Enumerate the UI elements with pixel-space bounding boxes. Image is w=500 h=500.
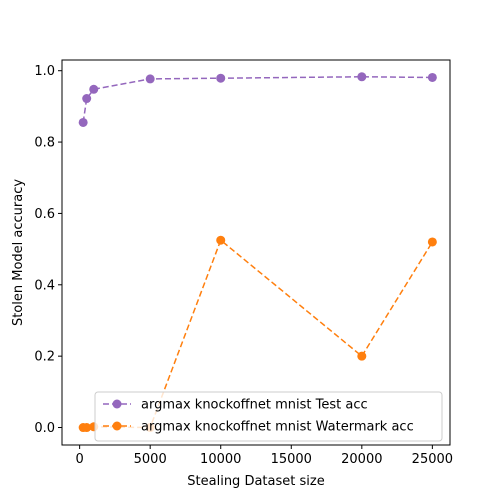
series-0-point [357,72,367,82]
series-1-point [216,235,226,245]
series-0-point [427,72,437,82]
legend-label-0: argmax knockoffnet mnist Test acc [141,398,368,413]
y-tick-label: 0.0 [34,421,55,436]
y-tick-label: 0.8 [34,136,55,151]
plot-frame [61,59,451,446]
series-0-point [145,74,155,84]
y-tick-label: 0.2 [34,350,55,365]
series-1-point [82,423,92,433]
x-tick-label: 25000 [412,452,453,467]
x-tick-label: 10000 [200,452,241,467]
series-0-point [89,84,99,94]
legend-marker-0 [112,399,122,409]
x-tick-label: 0 [75,452,83,467]
x-tick-label: 15000 [271,452,312,467]
y-tick-label: 0.4 [34,278,55,293]
y-axis-label: Stolen Model accuracy [11,179,26,326]
y-tick-label: 0.6 [34,207,55,222]
series-0-point [82,94,92,104]
series-1-point [357,351,367,361]
legend-label-1: argmax knockoffnet mnist Watermark acc [141,420,414,435]
x-tick-label: 20000 [341,452,382,467]
x-tick-label: 5000 [134,452,167,467]
series-0-point [78,117,88,127]
series-1-point [427,237,437,247]
y-tick-label: 1.0 [34,64,55,79]
y-axis: 0.0 0.2 0.4 0.6 0.8 1.0 [34,64,62,436]
legend-marker-1 [112,421,122,431]
legend: argmax knockoffnet mnist Test acc argmax … [94,391,443,442]
plot-area [62,60,450,445]
series-0-point [216,73,226,83]
x-axis: 0 5000 10000 15000 20000 25000 [75,445,453,467]
x-axis-label: Stealing Dataset size [187,474,324,489]
legend-box [94,391,443,442]
